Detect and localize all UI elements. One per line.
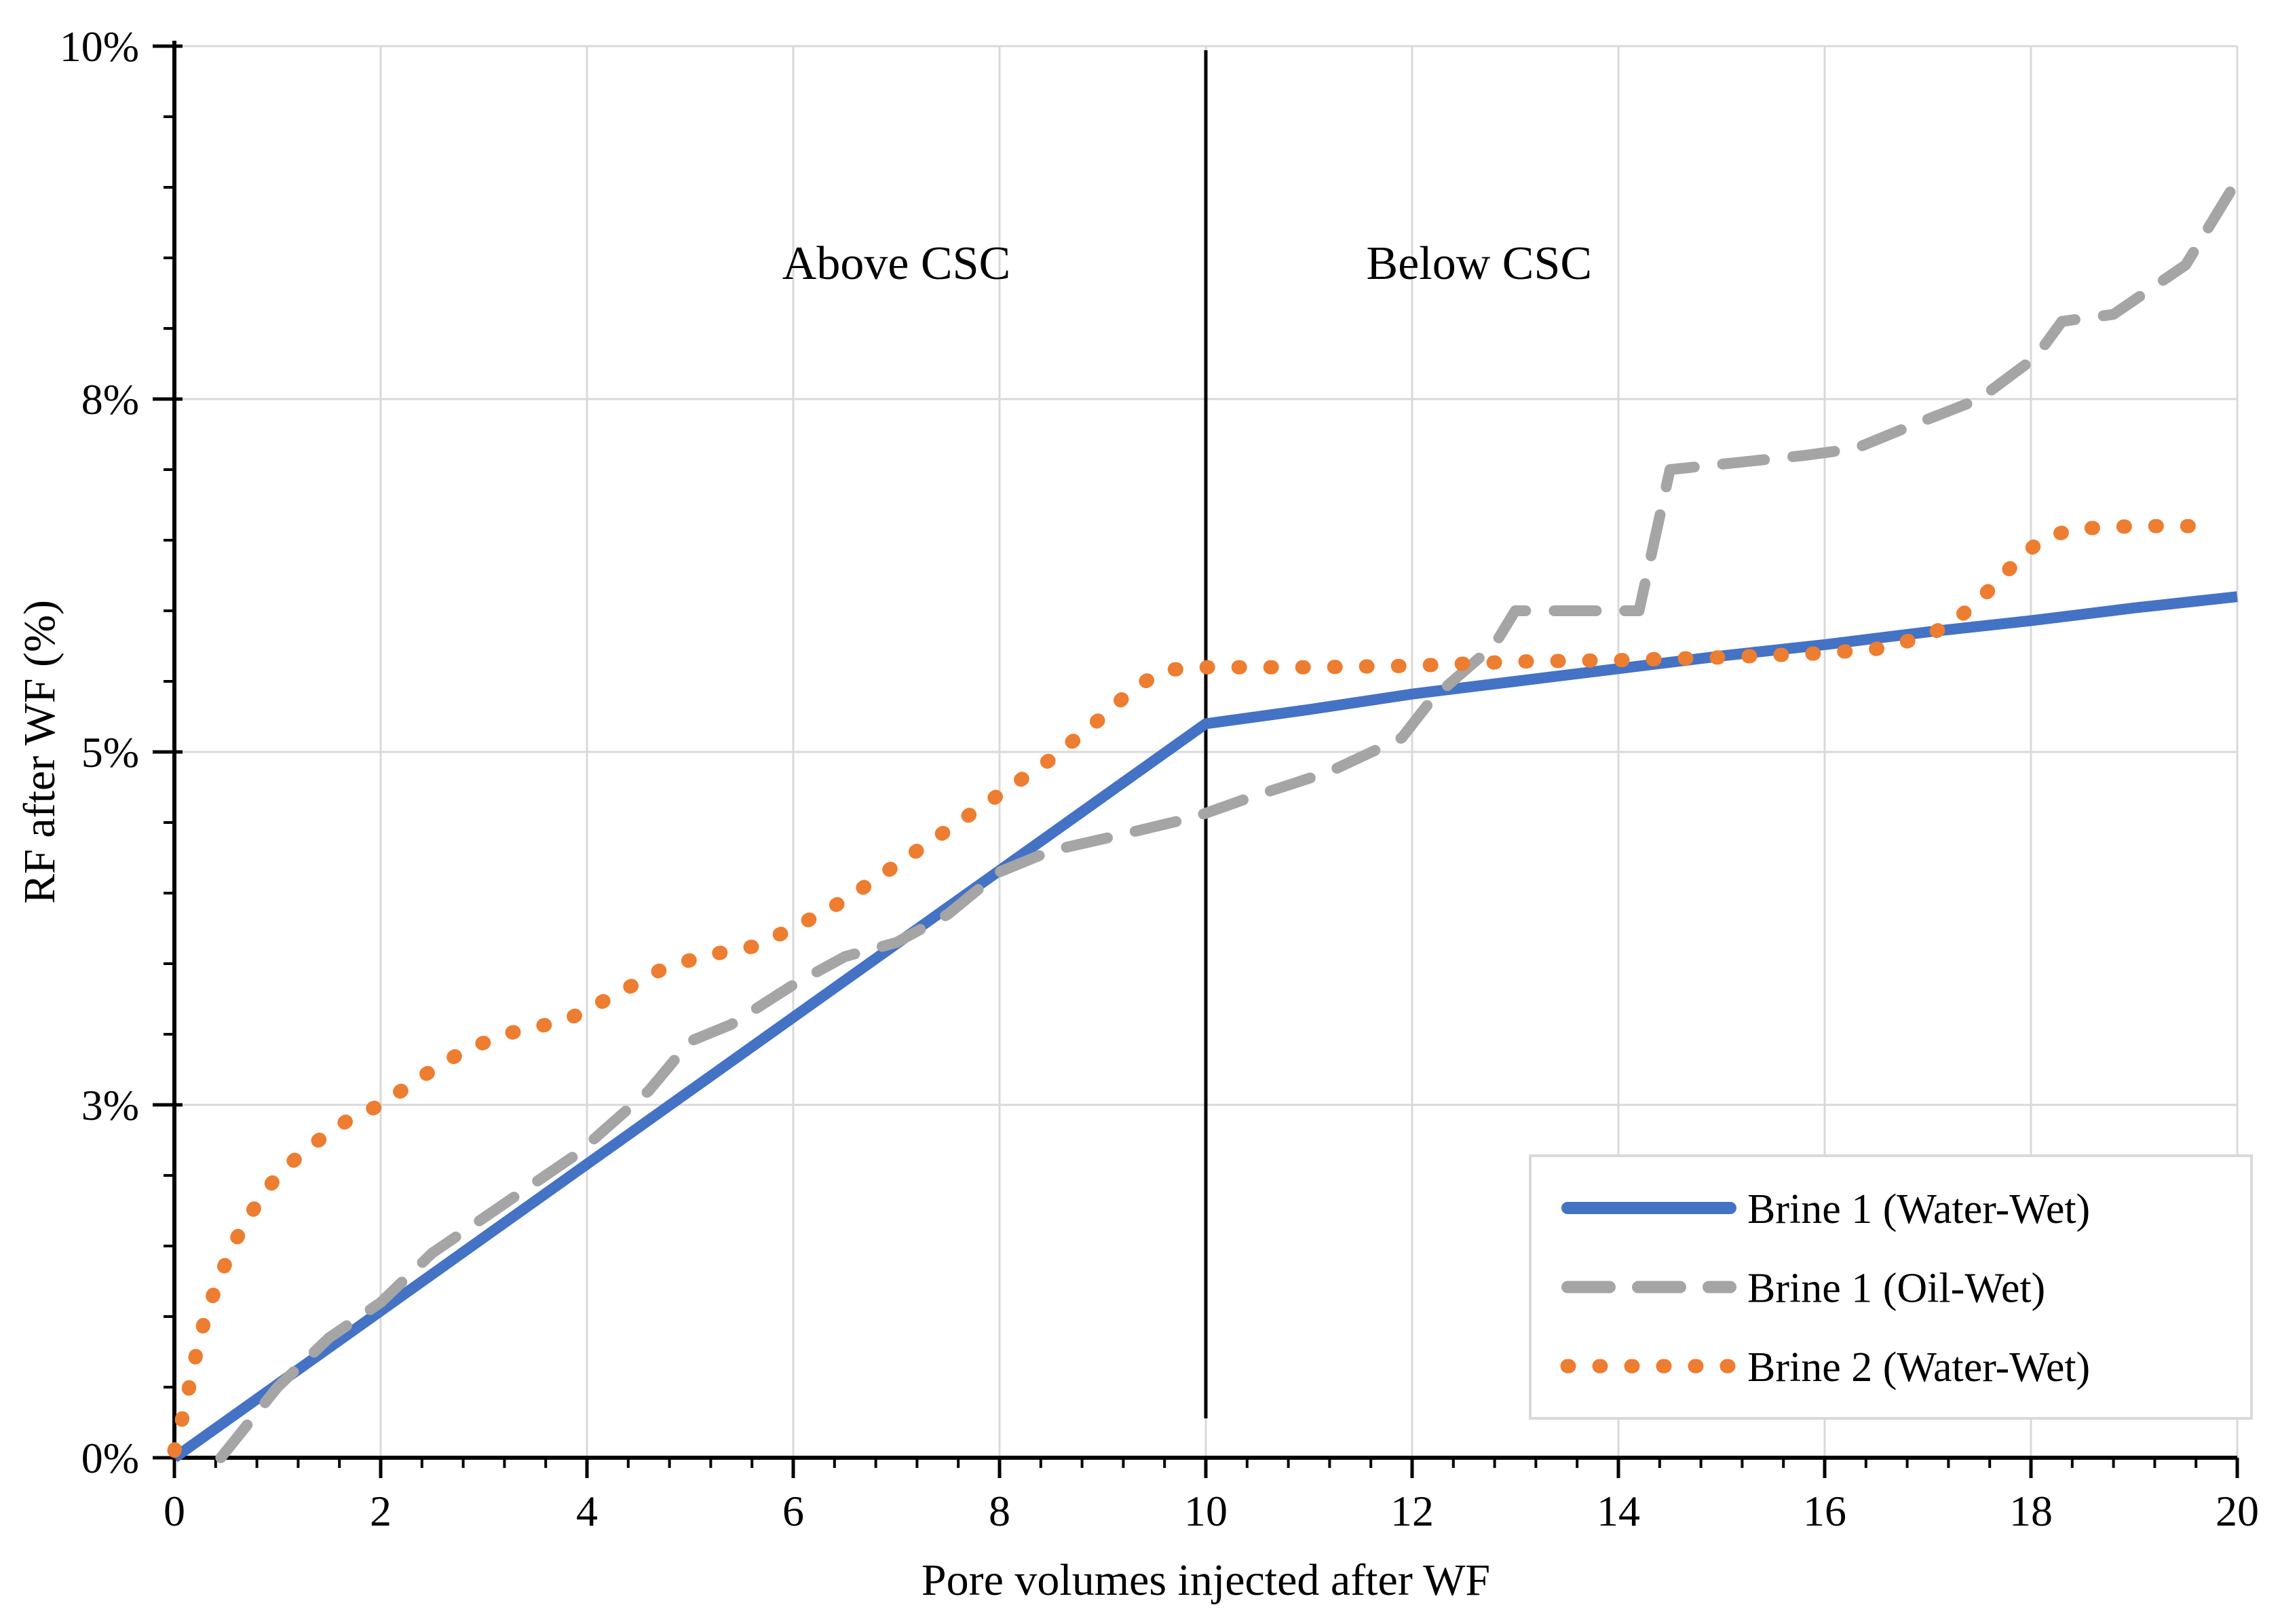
x-tick-label: 0 [164,1487,185,1535]
x-tick-label: 12 [1390,1487,1434,1535]
legend-label: Brine 1 (Oil-Wet) [1747,1266,2045,1312]
x-tick-label: 8 [989,1487,1010,1535]
x-tick-label: 14 [1597,1487,1640,1535]
data-series [167,174,2243,1463]
x-tick-label: 10 [1184,1487,1228,1535]
x-tick-label: 16 [1803,1487,1846,1535]
legend-label: Brine 2 (Water-Wet) [1747,1344,2090,1391]
series-line-dotted [167,518,2203,1458]
x-tick-label: 20 [2216,1487,2259,1535]
y-tick-label: 8% [81,375,139,423]
x-tick-label: 2 [370,1487,392,1535]
series-line-dashed [215,174,2243,1463]
legend[interactable]: Brine 1 (Water-Wet) Brine 1 (Oil-Wet) Brin… [1529,1154,2253,1420]
axis-titles: Pore volumes injected after WF RF after W… [15,600,1490,1605]
annotation-label: Above CSC [782,238,1010,290]
annotation-label: Below CSC [1367,238,1593,290]
annotations: Above CSC Below CSC [782,238,1592,290]
y-tick-label: 0% [81,1434,139,1482]
series-line-solid [171,591,2238,1462]
x-tick-label: 18 [2009,1487,2053,1535]
x-tick-label: 6 [782,1487,804,1535]
x-tick-label: 4 [576,1487,598,1535]
x-axis-title: Pore volumes injected after WF [922,1555,1490,1605]
y-tick-label: 5% [81,728,139,776]
y-axis-title: RF after WF (%) [15,600,64,904]
y-tick-label: 3% [81,1081,139,1129]
tick-labels: 0 2 4 6 8 10 12 14 16 18 20 0% 3% 5% 8% 10% [60,22,2259,1535]
axis-ticks [153,44,2239,1478]
legend-label: Brine 1 (Water-Wet) [1747,1186,2090,1232]
y-tick-label: 10% [60,22,139,71]
